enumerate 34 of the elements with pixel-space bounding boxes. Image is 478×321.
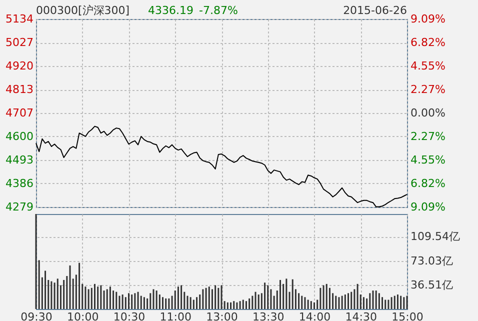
y2-tick-label: 9.09% bbox=[410, 12, 446, 26]
y2-tick-label: 0.00% bbox=[410, 106, 446, 120]
y-tick-label: 4920 bbox=[6, 60, 34, 73]
y-tick-label: 5027 bbox=[6, 36, 34, 50]
x-tick-label: 15:00 bbox=[392, 310, 424, 321]
text: 2015-06-26 bbox=[343, 4, 407, 17]
y2-tick-label: 6.82% bbox=[410, 36, 446, 49]
y2-tick-label: 6.82% bbox=[410, 177, 446, 190]
y2-tick-label: 36.51亿 bbox=[410, 278, 453, 292]
y-tick-label: 4600 bbox=[6, 130, 34, 143]
y-tick-label: 4386 bbox=[6, 176, 34, 190]
y-tick-label: 4707 bbox=[6, 106, 34, 120]
text: -7.87% bbox=[199, 4, 238, 17]
x-tick-label: 13:30 bbox=[252, 310, 284, 321]
y2-tick-label: 109.54亿 bbox=[410, 230, 460, 244]
chart-title: 000300[沪深300] bbox=[36, 4, 130, 17]
y2-tick-label: 2.27% bbox=[410, 83, 446, 96]
y2-tick-label: 9.09% bbox=[410, 200, 446, 214]
y-tick-label: 4493 bbox=[6, 153, 34, 166]
x-tick-label: 13:00 bbox=[206, 310, 238, 321]
y-tick-label: 5134 bbox=[6, 12, 34, 26]
y2-tick-label: 2.27% bbox=[410, 130, 446, 143]
y-tick-label: 4279 bbox=[6, 200, 34, 214]
x-tick-label: 14:00 bbox=[298, 310, 331, 321]
x-tick-label: 14:30 bbox=[345, 310, 377, 321]
x-tick-label: 10:30 bbox=[113, 310, 146, 321]
x-tick-label: 10:00 bbox=[67, 310, 99, 321]
text: 4336.19 bbox=[148, 4, 194, 17]
y2-tick-label: 73.03亿 bbox=[410, 254, 453, 268]
y2-tick-label: 4.55% bbox=[410, 59, 446, 72]
y2-tick-label: 4.55% bbox=[410, 154, 446, 167]
x-tick-label: 11:00 bbox=[160, 310, 192, 321]
x-tick-label: 09:30 bbox=[20, 310, 52, 321]
y-tick-label: 4813 bbox=[6, 83, 34, 96]
